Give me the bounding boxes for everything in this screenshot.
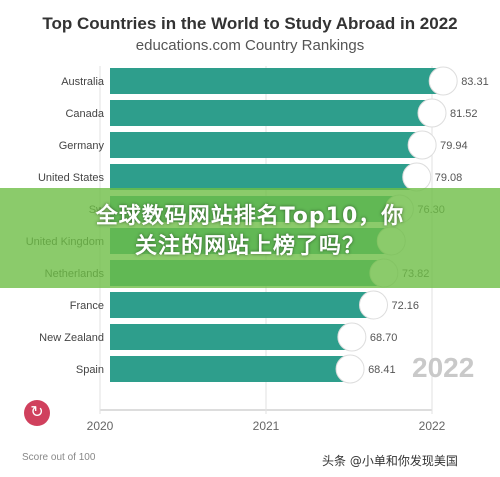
year-label: 2022 <box>412 352 475 383</box>
chart-title: Top Countries in the World to Study Abro… <box>42 14 458 33</box>
x-tick-label: 2022 <box>419 419 446 433</box>
bar <box>110 68 444 94</box>
bar <box>110 164 417 190</box>
country-flag-icon <box>402 162 432 192</box>
value-label: 68.41 <box>368 364 396 376</box>
overlay-banner <box>0 188 500 288</box>
banner-line-2: 关注的网站上榜了吗？ <box>134 234 365 259</box>
watermark: 头条 @小单和你发现美国 <box>322 454 458 468</box>
category-label: Australia <box>61 76 105 88</box>
category-label: Spain <box>76 364 104 376</box>
category-label: France <box>70 300 104 312</box>
country-flag-icon <box>417 98 447 128</box>
category-label: United States <box>38 172 105 184</box>
x-tick-label: 2020 <box>87 419 114 433</box>
bar <box>110 324 352 350</box>
value-label: 81.52 <box>450 108 478 120</box>
country-flag-icon <box>337 322 367 352</box>
bar <box>110 356 351 382</box>
value-label: 83.31 <box>461 76 489 88</box>
chart-subtitle: educations.com Country Rankings <box>135 37 365 54</box>
value-label: 79.94 <box>440 140 468 152</box>
country-flag-icon <box>428 66 458 96</box>
country-flag-icon <box>407 130 437 160</box>
replay-icon[interactable]: ↻ <box>24 400 50 426</box>
country-flag-icon <box>335 354 365 384</box>
country-flag-icon <box>359 290 388 320</box>
category-label: Germany <box>59 140 105 152</box>
bar <box>110 292 374 318</box>
footnote: Score out of 100 <box>22 452 96 463</box>
category-label: New Zealand <box>39 332 104 344</box>
value-label: 72.16 <box>392 300 420 312</box>
category-label: Canada <box>65 108 104 120</box>
value-label: 79.08 <box>435 172 463 184</box>
x-tick-label: 2021 <box>253 419 280 433</box>
banner-line-1: 全球数码网站排名Top10，你 <box>95 204 405 229</box>
bar <box>110 132 423 158</box>
bar <box>110 100 432 126</box>
value-label: 68.70 <box>370 332 398 344</box>
banner-text: 全球数码网站排名Top10，你 关注的网站上榜了吗？ <box>0 202 500 262</box>
